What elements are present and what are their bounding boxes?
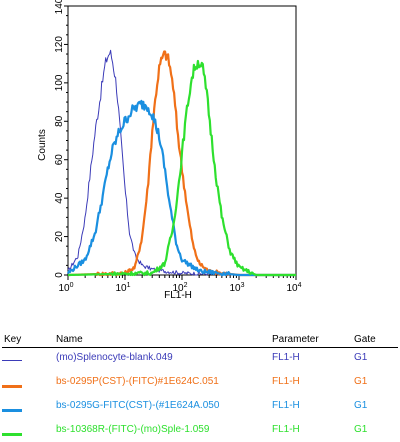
series-group xyxy=(66,49,297,277)
key-row: bs-10368R-(FITC)-(mo)Sple-1.059 FL1-H G1 xyxy=(0,424,400,438)
key-parameter: FL1-H xyxy=(272,352,300,363)
key-gate: G1 xyxy=(354,424,368,435)
x-tick-exponent: 4 xyxy=(298,282,302,289)
key-swatch xyxy=(2,385,22,388)
key-name: bs-0295P(CST)-(FITC)#1E624C.051 xyxy=(56,376,219,387)
x-tick-base: 10 xyxy=(229,283,241,294)
x-tick-exponent: 2 xyxy=(184,282,188,289)
y-tick-label: 60 xyxy=(54,154,65,166)
key-table-divider xyxy=(2,347,398,348)
y-tick-label: 120 xyxy=(54,36,65,53)
series-line-4 xyxy=(67,59,297,277)
x-tick-base: 10 xyxy=(172,283,184,294)
y-axis-label: Counts xyxy=(37,129,48,161)
key-name: bs-10368R-(FITC)-(mo)Sple-1.059 xyxy=(56,424,210,435)
x-tick-base: 10 xyxy=(115,283,127,294)
header-gate: Gate xyxy=(354,334,376,345)
x-tick-exponent: 3 xyxy=(241,282,245,289)
key-parameter: FL1-H xyxy=(272,400,300,411)
y-tick-label: 20 xyxy=(54,231,65,243)
x-axis-ticks: 100 101 102 103 104 xyxy=(58,275,302,294)
y-axis-ticks: 0 20 40 60 80 100 120 140 xyxy=(54,0,68,278)
x-tick-base: 10 xyxy=(58,283,70,294)
key-swatch xyxy=(2,360,22,361)
key-row: bs-0295G-FITC(CST)-(#1E624A.050 FL1-H G1 xyxy=(0,400,400,414)
key-swatch xyxy=(2,409,22,412)
key-swatch xyxy=(2,433,22,436)
key-table: Key Name Parameter Gate xyxy=(0,334,400,348)
header-parameter: Parameter xyxy=(272,334,319,345)
key-gate: G1 xyxy=(354,400,368,411)
y-tick-label: 40 xyxy=(54,192,65,204)
x-tick-label: 104 xyxy=(286,282,301,294)
x-tick-exponent: 0 xyxy=(70,282,74,289)
key-name: bs-0295G-FITC(CST)-(#1E624A.050 xyxy=(56,400,220,411)
series-line-3 xyxy=(66,99,297,277)
y-tick-label: 80 xyxy=(54,115,65,127)
key-parameter: FL1-H xyxy=(272,424,300,435)
x-tick-label: 101 xyxy=(115,282,130,294)
header-key: Key xyxy=(4,334,22,345)
key-table-header: Key Name Parameter Gate xyxy=(0,334,400,348)
key-name: (mo)Splenocyte-blank.049 xyxy=(56,352,173,363)
x-tick-label: 103 xyxy=(229,282,244,294)
key-gate: G1 xyxy=(354,376,368,387)
x-tick-label: 100 xyxy=(58,282,73,294)
x-tick-label: 102 xyxy=(172,282,187,294)
y-tick-label: 0 xyxy=(54,272,65,278)
x-axis-label: FL1-H xyxy=(164,290,192,300)
y-tick-label: 100 xyxy=(54,74,65,91)
y-tick-label: 140 xyxy=(54,0,65,14)
x-tick-base: 10 xyxy=(286,283,298,294)
key-row: bs-0295P(CST)-(FITC)#1E624C.051 FL1-H G1 xyxy=(0,376,400,390)
header-name: Name xyxy=(56,334,83,345)
key-row: (mo)Splenocyte-blank.049 FL1-H G1 xyxy=(0,352,400,366)
key-parameter: FL1-H xyxy=(272,376,300,387)
key-gate: G1 xyxy=(354,352,368,363)
x-tick-exponent: 1 xyxy=(127,282,131,289)
